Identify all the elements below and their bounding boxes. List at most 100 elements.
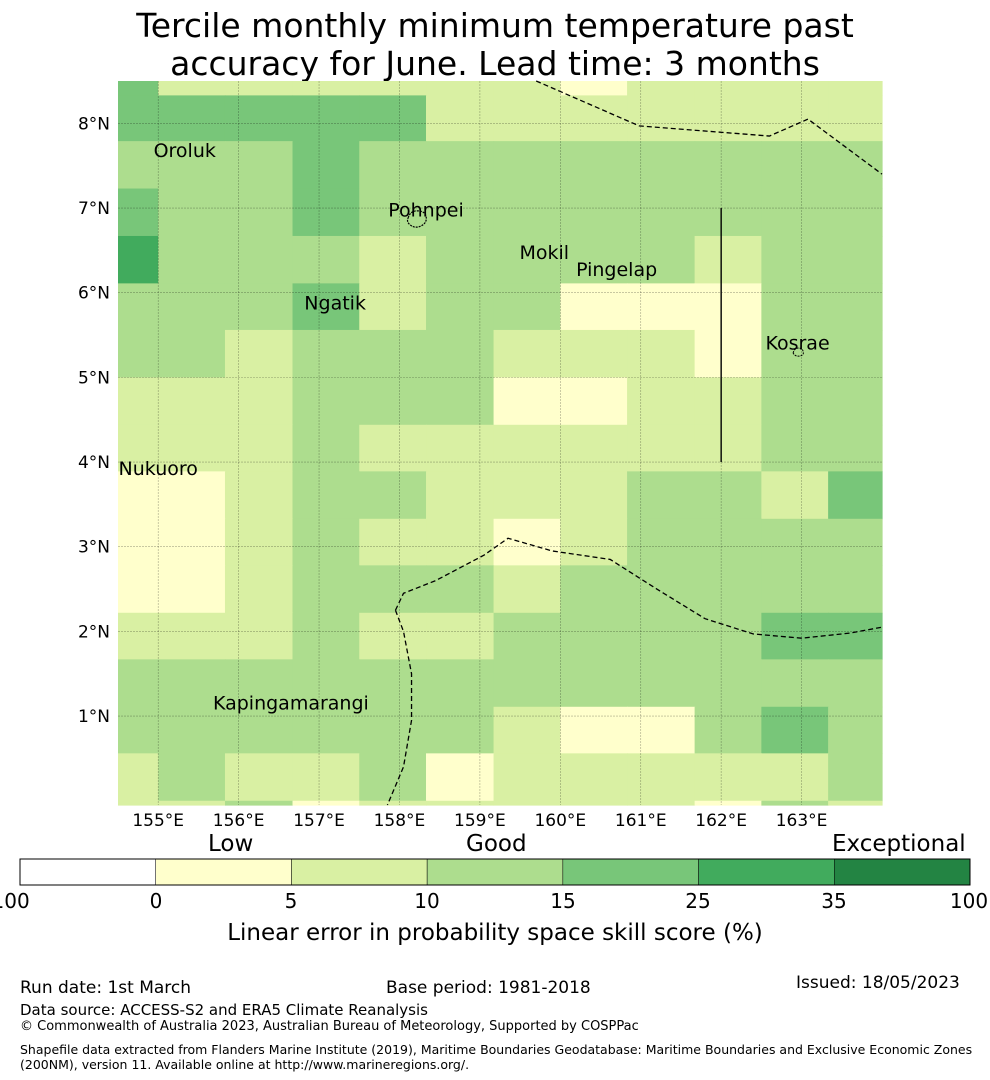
skill-cell xyxy=(292,659,360,708)
skill-cell xyxy=(761,283,829,331)
skill-cell xyxy=(292,283,360,331)
skill-cell xyxy=(761,235,829,284)
skill-cell xyxy=(694,424,762,472)
skill-cell xyxy=(694,188,762,237)
colorbar-tick: 25 xyxy=(685,889,711,913)
skill-cell xyxy=(118,329,159,378)
issued-date: Issued: 18/05/2023 xyxy=(796,973,960,993)
skill-cell xyxy=(426,377,495,426)
place-label: Mokil xyxy=(519,242,569,264)
x-tick-label: 158°E xyxy=(374,811,426,830)
skill-cell xyxy=(158,329,226,378)
skill-cell xyxy=(761,800,829,806)
colorbar-category-low: Low xyxy=(208,831,254,857)
skill-cell xyxy=(493,518,561,566)
skill-cell xyxy=(292,424,360,472)
skill-cell xyxy=(359,471,427,520)
skill-cell xyxy=(118,659,159,708)
skill-cell xyxy=(158,377,226,426)
skill-cell xyxy=(224,565,294,614)
colorbar-category-exceptional: Exceptional xyxy=(832,831,966,857)
skill-cell xyxy=(158,800,226,806)
skill-cell xyxy=(224,235,294,284)
skill-cell xyxy=(426,800,495,806)
skill-cell xyxy=(426,659,495,708)
skill-cell xyxy=(118,565,159,614)
colorbar-segment xyxy=(698,858,835,886)
skill-cell xyxy=(761,706,829,754)
skill-cell xyxy=(224,424,294,472)
skill-cell xyxy=(761,659,829,708)
skill-cell xyxy=(761,753,829,802)
skill-cell xyxy=(158,659,226,708)
skill-cell xyxy=(828,471,883,520)
skill-cell xyxy=(627,141,696,190)
skill-cell xyxy=(560,471,628,520)
skill-cell xyxy=(292,81,360,96)
skill-cell xyxy=(694,377,762,426)
skill-cell xyxy=(426,81,495,96)
skill-cell xyxy=(828,706,883,754)
skill-cell xyxy=(426,188,495,237)
skill-cell xyxy=(828,95,883,142)
colorbar-segment xyxy=(291,858,428,886)
skill-cell xyxy=(118,141,159,190)
skill-cell xyxy=(224,188,294,237)
graticule xyxy=(118,81,882,805)
skill-cell xyxy=(560,424,628,472)
place-labels: Oroluk Pohnpei Mokil Pingelap Ngatik Kosrae Nu… xyxy=(119,140,830,714)
colorbar-category-good: Good xyxy=(466,831,527,857)
skill-cell xyxy=(493,565,561,614)
skill-cell xyxy=(158,141,226,190)
skill-cell xyxy=(828,800,883,806)
skill-cell xyxy=(426,753,495,802)
skill-cell xyxy=(118,424,159,472)
skill-cell xyxy=(224,95,294,142)
colorbar-segment xyxy=(426,858,564,886)
skill-cell xyxy=(694,471,762,520)
skill-cell xyxy=(118,81,159,96)
skill-cell xyxy=(426,471,495,520)
skill-cell xyxy=(224,283,294,331)
skill-cell xyxy=(694,141,762,190)
skill-cell xyxy=(224,81,294,96)
skill-cell xyxy=(224,800,294,806)
skill-cell xyxy=(761,565,829,614)
skill-cell xyxy=(493,283,561,331)
skill-cell xyxy=(493,753,561,802)
skill-cell xyxy=(359,81,427,96)
skill-cell xyxy=(158,188,226,237)
skill-cell xyxy=(560,659,628,708)
skill-cell xyxy=(828,235,883,284)
colorbar-segment xyxy=(834,858,971,886)
x-tick-label: 160°E xyxy=(534,811,586,830)
place-label: Pohnpei xyxy=(388,199,464,221)
skill-cell xyxy=(694,706,762,754)
place-label: Nukuoro xyxy=(119,458,198,480)
skill-cell xyxy=(761,329,829,378)
skill-cell xyxy=(627,235,696,284)
colorbar-segment xyxy=(19,858,156,886)
skill-cell xyxy=(292,235,360,284)
skill-cell xyxy=(359,706,427,754)
skill-cell xyxy=(158,565,226,614)
skill-cell xyxy=(493,659,561,708)
skill-cell xyxy=(694,800,762,806)
skill-cell xyxy=(493,377,561,426)
skill-cell xyxy=(627,283,696,331)
y-tick-label: 5°N xyxy=(78,368,110,388)
skill-cell xyxy=(292,329,360,378)
skill-cell xyxy=(560,377,628,426)
colorbar xyxy=(19,858,971,886)
skill-cell xyxy=(359,518,427,566)
island-outlines xyxy=(406,210,804,357)
x-tick-label: 159°E xyxy=(454,811,506,830)
skill-cell xyxy=(761,471,829,520)
maritime-boundaries xyxy=(386,80,883,806)
skill-cell xyxy=(761,424,829,472)
map-title-line-2: accuracy for June. Lead time: 3 months xyxy=(170,44,820,83)
skill-cell xyxy=(560,518,628,566)
skill-cell xyxy=(292,800,360,806)
colorbar-tick: 0 xyxy=(149,889,163,913)
skill-cell xyxy=(694,612,762,660)
